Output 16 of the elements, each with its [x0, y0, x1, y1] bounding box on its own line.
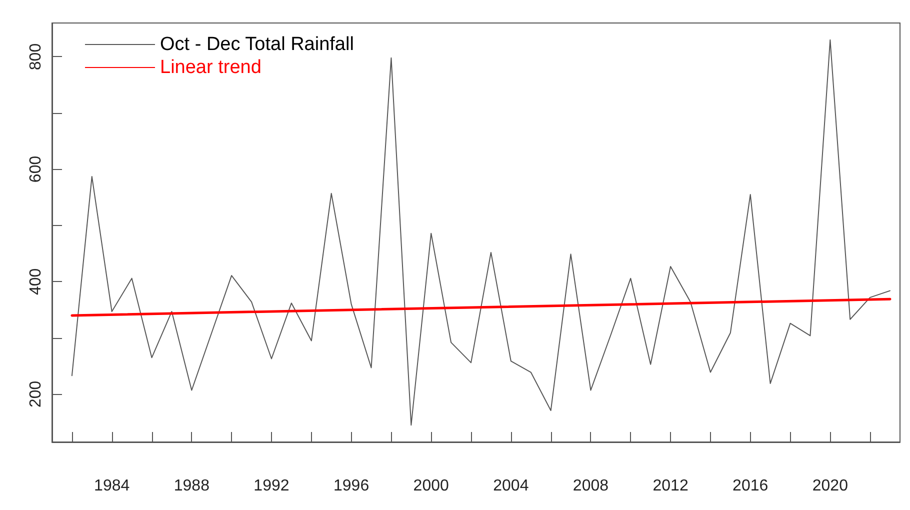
x-tick-label: 2012 [652, 478, 688, 494]
y-tick-label: 200 [28, 380, 44, 408]
x-tick-label: 2008 [572, 478, 609, 494]
x-tick-label: 1996 [333, 478, 370, 494]
x-tick-label: 1992 [254, 478, 290, 494]
legend-label: Linear trend [160, 57, 262, 78]
x-tick-label: 2000 [413, 478, 450, 494]
x-tick-label: 2004 [493, 478, 529, 494]
legend-label: Oct - Dec Total Rainfall [160, 34, 354, 55]
y-tick-label: 600 [28, 156, 44, 183]
y-tick-label: 400 [28, 268, 44, 296]
x-tick-label: 1984 [94, 478, 130, 494]
y-tick-label: 800 [28, 43, 44, 70]
x-tick-label: 1988 [174, 478, 210, 494]
x-tick-label: 2016 [732, 478, 768, 494]
x-tick-label: 2020 [812, 478, 848, 494]
